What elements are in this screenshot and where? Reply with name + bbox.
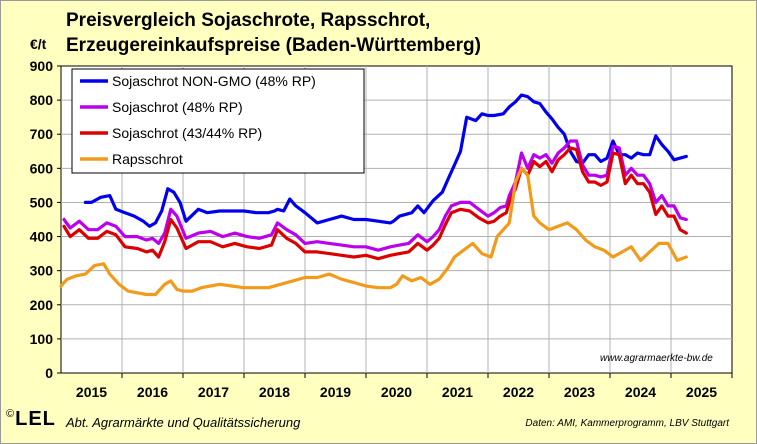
y-tick-label-800: 800 [30,92,54,108]
y-tick-label-500: 500 [30,194,54,210]
x-tick-label-2022: 2022 [503,384,534,400]
series-line-1 [83,93,688,228]
legend-label-2: Sojaschrot (48% RP) [112,99,243,115]
series-line-4 [59,166,688,297]
source-label: Daten: AMI, Kammerprogramm, LBV Stuttgar… [525,418,729,429]
chart-title: Preisvergleich Sojaschrote, Rapsschrot, … [66,8,481,58]
x-tick-label-2023: 2023 [564,384,595,400]
y-tick-label-200: 200 [30,297,54,313]
x-tick-label-2025: 2025 [686,384,717,400]
x-tick-label-2018: 2018 [259,384,290,400]
lel-logo: ©LEL [6,408,56,431]
legend-label-4: Rapsschrot [112,151,183,167]
legend-label-1: Sojaschrot NON-GMO (48% RP) [112,73,316,89]
x-tick-label-2020: 2020 [381,384,412,400]
y-tick-label-600: 600 [30,160,54,176]
department-label: Abt. Agrarmärkte und Qualitätssicherung [66,415,301,430]
website-label: www.agrarmaerkte-bw.de [600,353,713,364]
y-tick-label-300: 300 [30,263,54,279]
x-tick-label-2019: 2019 [320,384,351,400]
y-tick-label-900: 900 [30,58,54,74]
y-tick-label-0: 0 [45,365,53,381]
x-tick-label-2017: 2017 [198,384,229,400]
y-axis-label: €/t [30,36,47,52]
title-line-1: Preisvergleich Sojaschrote, Rapsschrot, [66,10,431,31]
legend-box [71,68,365,174]
series-line-3 [62,146,688,261]
x-tick-label-2024: 2024 [625,384,656,400]
title-line-2: Erzeugereinkaufspreise (Baden-Württember… [66,35,481,56]
copyright-symbol: © [6,408,16,420]
y-tick-label-400: 400 [30,229,54,245]
y-tick-label-700: 700 [30,126,54,142]
x-tick-label-2016: 2016 [137,384,168,400]
x-tick-label-2021: 2021 [442,384,473,400]
y-tick-label-100: 100 [30,331,54,347]
x-tick-label-2015: 2015 [76,384,107,400]
logo-text: LEL [15,408,56,430]
legend-label-3: Sojaschrot (43/44% RP) [112,125,262,141]
